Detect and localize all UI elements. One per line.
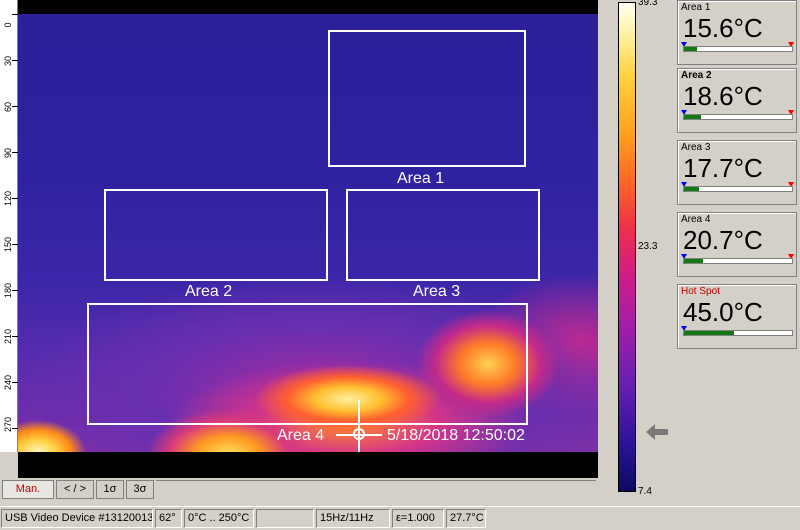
image-bottom-border bbox=[18, 452, 598, 478]
ruler-tick: 90 bbox=[3, 146, 13, 160]
status-frame-rate: 15Hz/11Hz bbox=[316, 509, 390, 528]
panel-level-bar bbox=[683, 46, 793, 52]
ruler-tick: 210 bbox=[3, 330, 13, 344]
timestamp: 5/18/2018 12:50:02 bbox=[387, 427, 525, 445]
scale-max-label: 39.3 bbox=[638, 0, 657, 8]
status-temperature-range: 0°C .. 250°C bbox=[184, 509, 254, 528]
ruler-tick: 120 bbox=[3, 192, 13, 206]
panel-temperature: 20.7°C bbox=[683, 225, 763, 256]
ruler-tick: 0 bbox=[3, 18, 13, 32]
status-emissivity: ε=1.000 bbox=[392, 509, 444, 528]
panel-title: Area 3 bbox=[681, 142, 710, 153]
panel-area-4[interactable]: Area 4 20.7°C bbox=[677, 212, 797, 277]
status-fov: 62° bbox=[155, 509, 182, 528]
panel-level-fill bbox=[684, 259, 703, 263]
ruler-tick: 180 bbox=[3, 284, 13, 298]
status-device: USB Video Device #13120013 bbox=[1, 509, 153, 528]
area-4-box[interactable] bbox=[87, 303, 528, 425]
panel-hot-spot[interactable]: Hot Spot 45.0°C bbox=[677, 284, 797, 349]
status-ambient-temperature: 27.7°C bbox=[446, 509, 486, 528]
area-3-label: Area 3 bbox=[413, 283, 460, 301]
panel-level-bar bbox=[683, 114, 793, 120]
panel-title: Hot Spot bbox=[681, 286, 720, 297]
tab-min-max[interactable]: < / > bbox=[56, 480, 94, 499]
area-1-label: Area 1 bbox=[397, 170, 444, 188]
panel-area-3[interactable]: Area 3 17.7°C bbox=[677, 140, 797, 205]
image-top-border bbox=[18, 0, 598, 14]
hot-spot-crosshair-vertical bbox=[358, 400, 360, 452]
panel-level-bar bbox=[683, 258, 793, 264]
hot-spot-crosshair-icon[interactable] bbox=[353, 428, 365, 440]
panel-level-fill bbox=[684, 187, 699, 191]
vertical-ruler: 0 30 60 90 120 150 180 210 240 270 bbox=[0, 0, 18, 452]
panel-level-fill bbox=[684, 47, 697, 51]
panel-temperature: 18.6°C bbox=[683, 81, 763, 112]
color-scale-bar[interactable] bbox=[618, 2, 636, 492]
panel-level-bar bbox=[683, 330, 793, 336]
area-2-label: Area 2 bbox=[185, 283, 232, 301]
area-3-box[interactable] bbox=[346, 189, 540, 281]
ruler-tick: 30 bbox=[3, 54, 13, 68]
area-4-label: Area 4 bbox=[277, 427, 324, 445]
panel-area-2[interactable]: Area 2 18.6°C bbox=[677, 68, 797, 133]
panel-temperature: 17.7°C bbox=[683, 153, 763, 184]
tab-1-sigma[interactable]: 1σ bbox=[96, 480, 124, 499]
panel-level-bar bbox=[683, 186, 793, 192]
area-2-box[interactable] bbox=[104, 189, 328, 281]
panel-area-1[interactable]: Area 1 15.6°C bbox=[677, 0, 797, 65]
status-empty bbox=[256, 509, 314, 528]
thermal-image-view[interactable]: Area 1 Area 2 Area 3 Area 4 5/18/2018 12… bbox=[18, 0, 598, 478]
panel-title: Area 2 bbox=[681, 70, 712, 81]
panel-temperature: 15.6°C bbox=[683, 13, 763, 44]
tab-3-sigma[interactable]: 3σ bbox=[126, 480, 154, 499]
tab-manual[interactable]: Man. bbox=[2, 480, 54, 499]
status-bar: USB Video Device #13120013 62° 0°C .. 25… bbox=[0, 506, 800, 530]
ruler-tick: 270 bbox=[3, 418, 13, 432]
panel-title: Area 4 bbox=[681, 214, 710, 225]
color-scale: 39.3 23.3 7.4 bbox=[598, 0, 670, 500]
scale-mode-tabs: Man. < / > 1σ 3σ bbox=[0, 479, 598, 500]
panel-level-fill bbox=[684, 115, 701, 119]
panel-level-fill bbox=[684, 331, 734, 335]
ruler-tick: 150 bbox=[3, 238, 13, 252]
scale-min-label: 7.4 bbox=[638, 486, 652, 497]
left-arrow-icon[interactable] bbox=[646, 424, 668, 440]
tab-strip-area bbox=[156, 480, 596, 499]
panel-title: Area 1 bbox=[681, 2, 710, 13]
area-1-box[interactable] bbox=[328, 30, 526, 167]
panel-temperature: 45.0°C bbox=[683, 297, 763, 328]
scale-mid-label: 23.3 bbox=[638, 241, 657, 252]
ruler-tick: 240 bbox=[3, 376, 13, 390]
ruler-tick: 60 bbox=[3, 100, 13, 114]
